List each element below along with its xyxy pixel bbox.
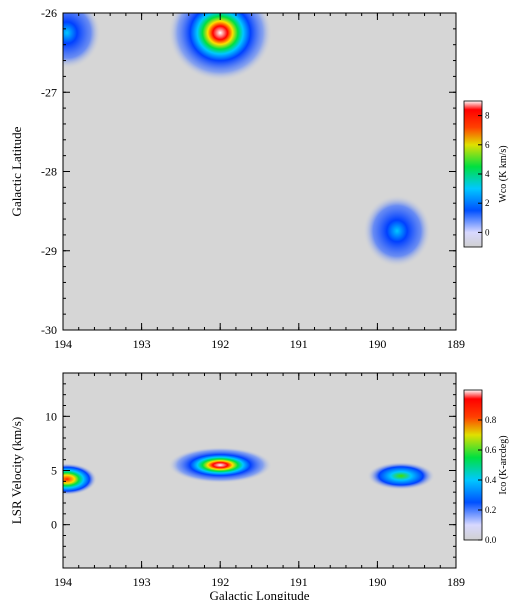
- colorbar-title: Ico (K-arcdeg): [498, 435, 509, 494]
- emission-feature: [363, 194, 432, 267]
- y-tick-label: -26: [41, 6, 57, 20]
- y-tick-label: -29: [41, 244, 57, 258]
- emission-layer-1: [63, 447, 435, 496]
- x-tick-label: 194: [54, 575, 72, 589]
- emission-feature: [168, 13, 273, 81]
- x-tick-label: 193: [133, 575, 151, 589]
- x-tick-label: 191: [290, 337, 308, 351]
- y-tick-label: -27: [41, 85, 57, 99]
- colorbar-tick-label: 0.6: [485, 445, 497, 455]
- y-tick-label: -28: [41, 165, 57, 179]
- emission-layer-0: [63, 13, 432, 267]
- colorbar-tick-label: 0.4: [485, 475, 497, 485]
- x-tick-label: 193: [133, 337, 151, 351]
- x-tick-label: 194: [54, 337, 72, 351]
- colorbar-tick-label: 0.0: [485, 535, 497, 545]
- colorbar-tick-label: 8: [485, 111, 490, 121]
- x-tick-label: 190: [368, 337, 386, 351]
- y-axis-title: LSR Velocity (km/s): [9, 417, 24, 524]
- y-axis-title: Galactic Latitude: [9, 126, 24, 216]
- y-tick-label: 10: [45, 409, 57, 423]
- y-tick-label: 5: [51, 464, 57, 478]
- colorbar-title: Wco (K km/s): [498, 145, 509, 202]
- colorbar-tick-label: 0: [485, 227, 490, 237]
- colorbar-tick-label: 0.8: [485, 415, 497, 425]
- x-tick-label: 189: [447, 337, 465, 351]
- x-tick-label: 192: [211, 575, 229, 589]
- emission-feature: [168, 447, 273, 484]
- colorbar-tick-label: 2: [485, 198, 490, 208]
- colorbar-tick-label: 0.2: [485, 505, 496, 515]
- x-tick-label: 189: [447, 575, 465, 589]
- colorbar-tick-label: 4: [485, 169, 490, 179]
- colorbar-tick-label: 6: [485, 140, 490, 150]
- emission-feature: [366, 461, 435, 490]
- emission-feature: [63, 463, 97, 496]
- x-tick-label: 190: [368, 575, 386, 589]
- x-tick-label: 191: [290, 575, 308, 589]
- x-tick-label: 192: [211, 337, 229, 351]
- y-tick-label: -30: [41, 323, 57, 337]
- y-tick-label: 0: [51, 518, 57, 532]
- colorbar: [463, 389, 483, 541]
- x-axis-title: Galactic Longitude: [210, 588, 310, 600]
- plot-background-0: [63, 13, 456, 330]
- emission-feature: [63, 13, 101, 69]
